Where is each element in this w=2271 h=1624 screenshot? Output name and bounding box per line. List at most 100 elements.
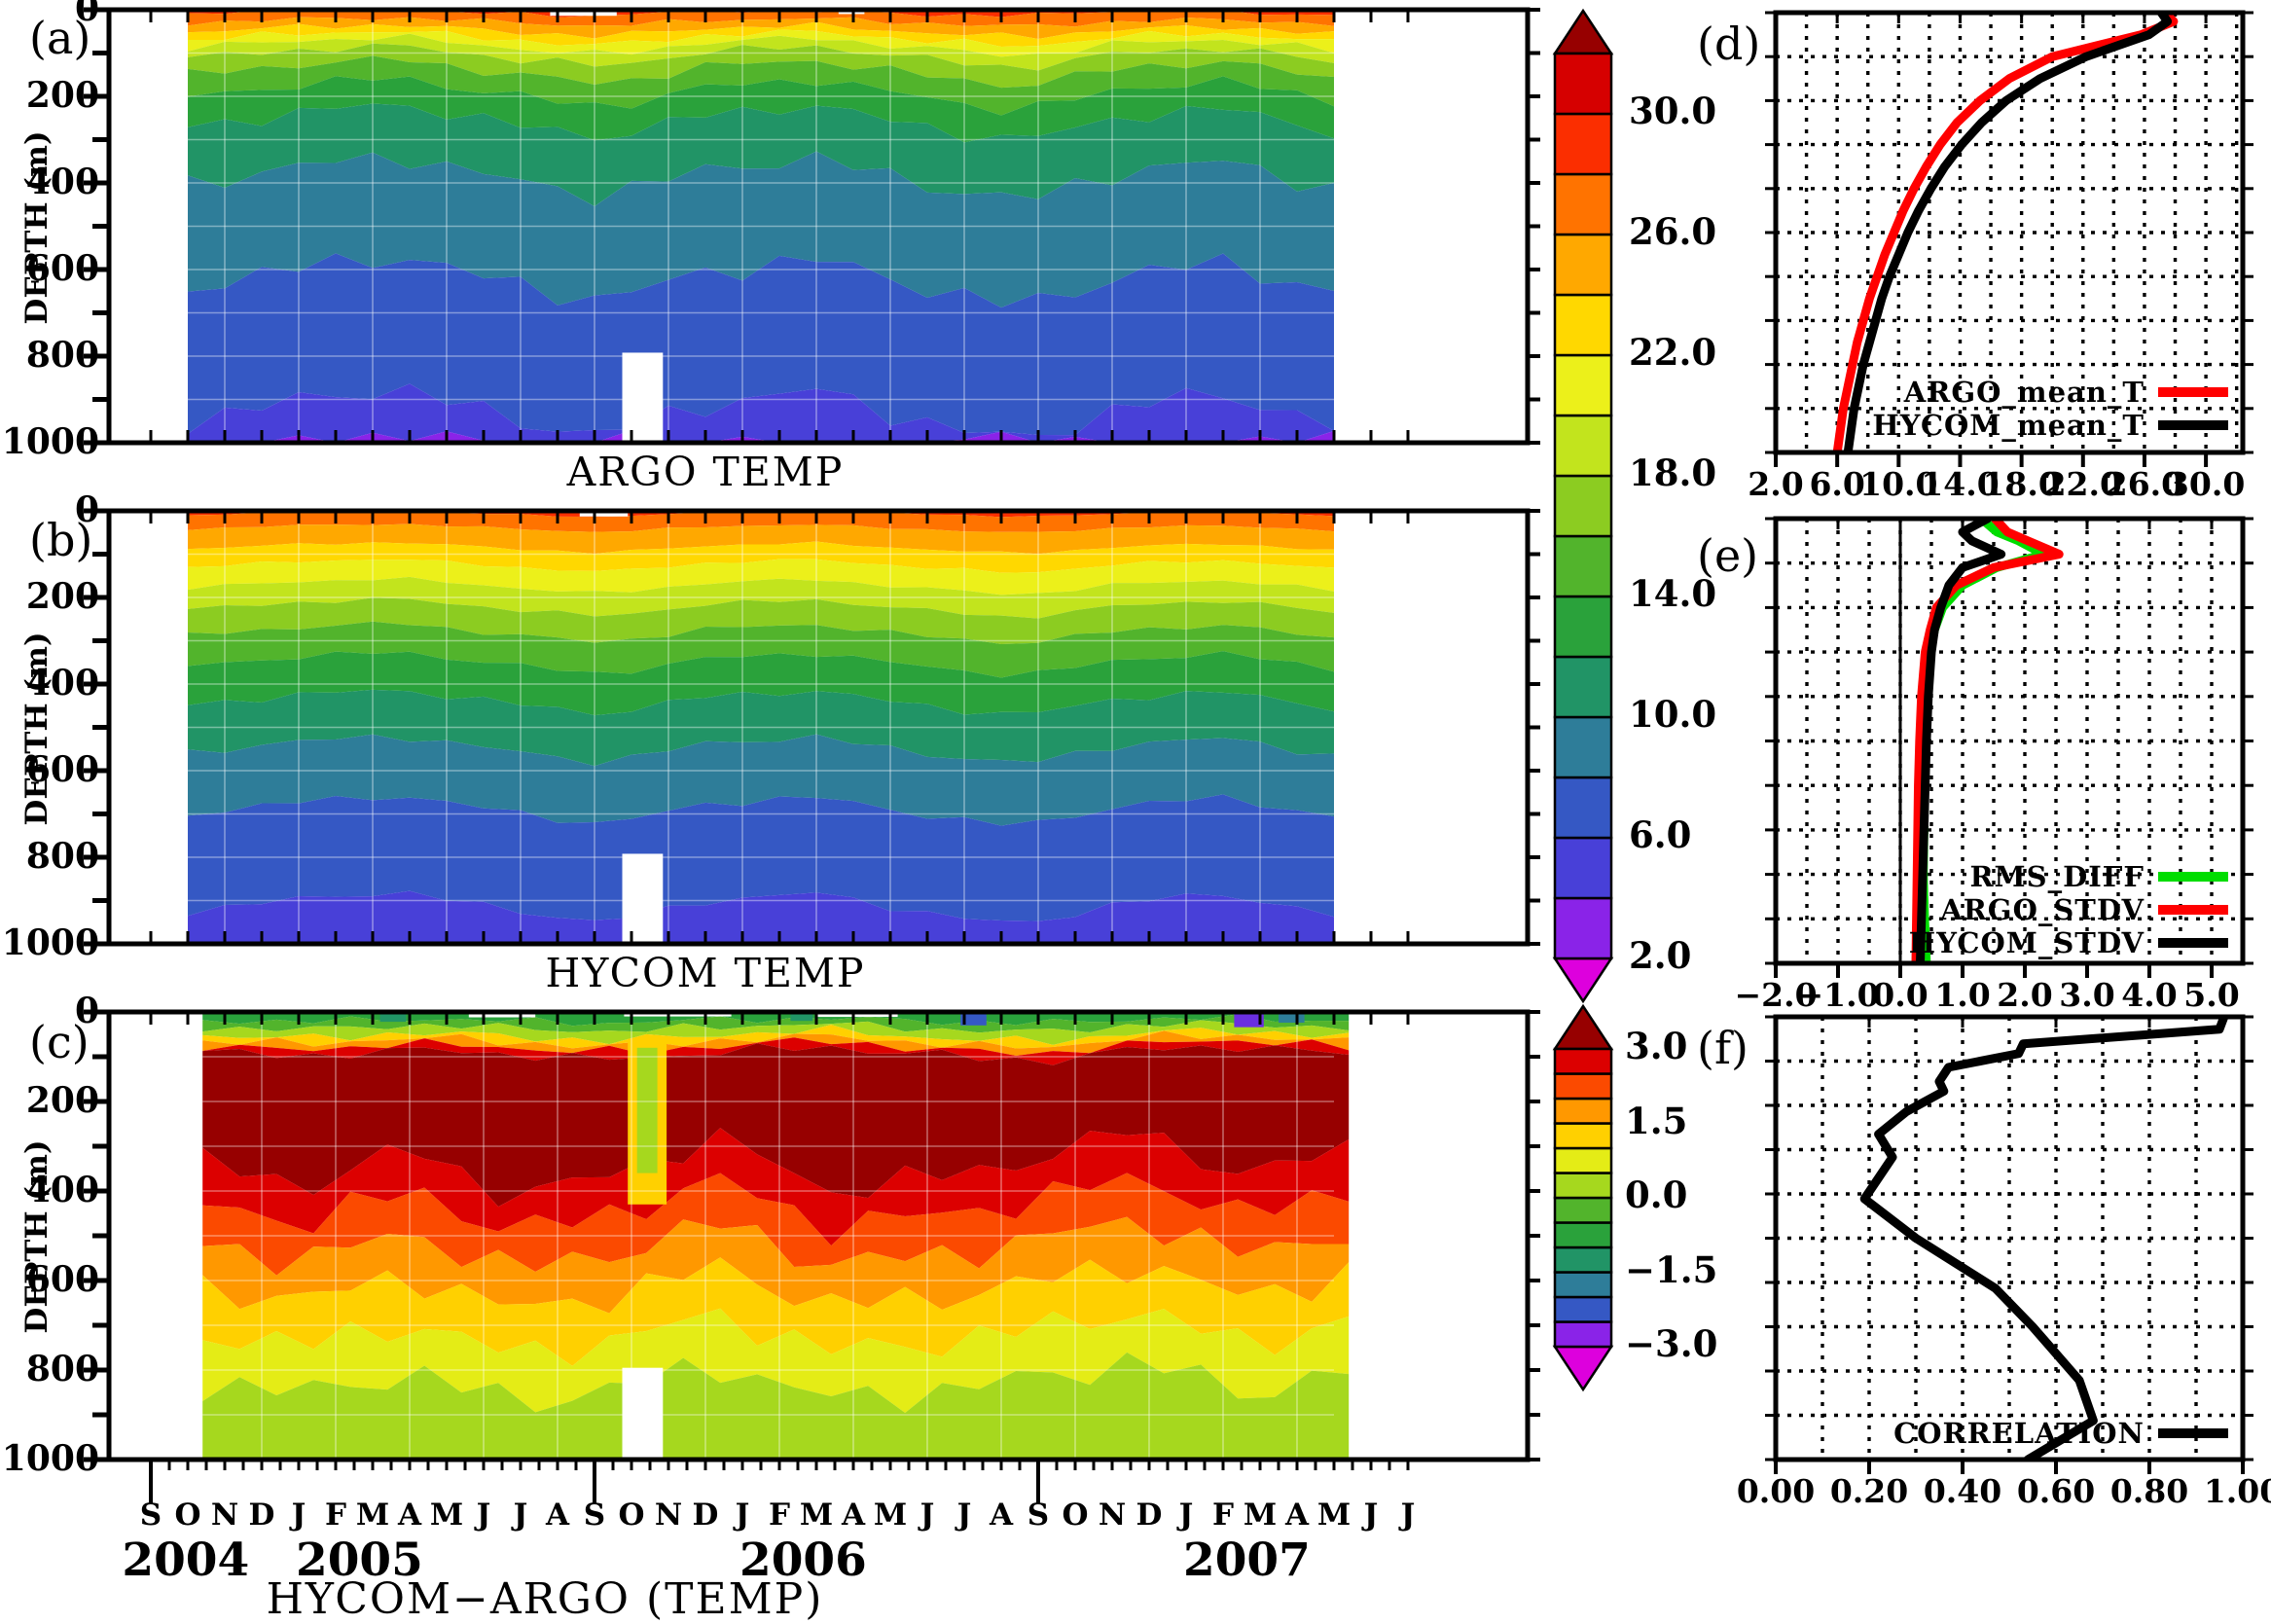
month-tick-label: A xyxy=(545,1498,570,1533)
x-tick-label-f: 0.80 xyxy=(2109,1472,2189,1510)
colorbar-temp-label: 22.0 xyxy=(1629,331,1717,374)
colorbar-diff-label: −3.0 xyxy=(1625,1322,1718,1365)
depth-tick-label: 1000 xyxy=(1,1438,99,1479)
x-tick-label-f: 1.00 xyxy=(2203,1472,2271,1510)
colorbar-temp-label: 18.0 xyxy=(1629,451,1717,494)
legend-swatch-red-line xyxy=(2158,387,2228,397)
colorbar-diff-label: 1.5 xyxy=(1625,1099,1688,1142)
panel-letter-d: (d) xyxy=(1697,18,1761,70)
month-tick-label: F xyxy=(1211,1498,1234,1533)
month-tick-label: S xyxy=(139,1498,162,1533)
depth-tick-label: 400 xyxy=(25,162,99,202)
legend-panel-e: RMS_DIFF ARGO_STDV HYCOM_STDV xyxy=(1878,860,2228,959)
month-tick-label: S xyxy=(583,1498,606,1533)
x-tick-label-d: 30.0 xyxy=(2166,465,2246,503)
x-tick-label-e: −1.0 xyxy=(1796,976,1880,1014)
colorbar-temp-label: 10.0 xyxy=(1629,693,1717,736)
month-tick-label: N xyxy=(210,1498,239,1533)
legend-label-argo-stdv: ARGO_STDV xyxy=(1940,893,2145,926)
legend-item: ARGO_STDV xyxy=(1940,893,2228,926)
x-tick-label-d: 26.0 xyxy=(2105,465,2184,503)
month-tick-label: J xyxy=(919,1498,935,1533)
x-tick-label-e: 5.0 xyxy=(2183,976,2240,1014)
year-label: 2007 xyxy=(1183,1534,1311,1587)
month-tick-label: D xyxy=(248,1498,275,1533)
month-tick-label: J xyxy=(513,1498,528,1533)
legend-item: RMS_DIFF xyxy=(1969,860,2228,893)
month-tick-label: J xyxy=(1363,1498,1379,1533)
month-tick-label: M xyxy=(355,1498,390,1533)
y-axis-label-a: DEPTH (m) xyxy=(19,130,54,325)
x-tick-label-f: 0.00 xyxy=(1736,1472,1816,1510)
legend-panel-d: ARGO_mean_T HYCOM_mean_T xyxy=(1872,376,2228,442)
x-tick-label-d: 22.0 xyxy=(2043,465,2122,503)
depth-tick-label: 800 xyxy=(25,836,99,877)
x-tick-label-e: 3.0 xyxy=(2059,976,2115,1014)
x-tick-label-d: 18.0 xyxy=(1982,465,2061,503)
panel-letter-a: (a) xyxy=(29,12,91,64)
month-tick-label: M xyxy=(1316,1498,1352,1533)
month-tick-label: M xyxy=(873,1498,908,1533)
x-tick-label-d: 6.0 xyxy=(1809,465,1865,503)
month-tick-label: F xyxy=(324,1498,346,1533)
month-tick-label: O xyxy=(618,1498,645,1533)
year-label: 2004 xyxy=(122,1534,250,1587)
month-tick-label: J xyxy=(956,1498,972,1533)
month-tick-label: M xyxy=(799,1498,834,1533)
month-tick-label: A xyxy=(841,1498,866,1533)
x-tick-label-e: 4.0 xyxy=(2121,976,2178,1014)
month-tick-label: J xyxy=(476,1498,491,1533)
depth-tick-label: 400 xyxy=(25,663,99,704)
legend-swatch-green-line xyxy=(2158,872,2228,882)
depth-tick-label: 1000 xyxy=(1,421,99,462)
title-argo-temp: ARGO TEMP xyxy=(566,449,845,495)
colorbar-diff-label: 3.0 xyxy=(1625,1025,1688,1067)
month-tick-label: D xyxy=(692,1498,719,1533)
y-axis-label-c: DEPTH (m) xyxy=(19,1139,54,1334)
year-label: 2006 xyxy=(739,1534,867,1587)
colorbar-diff-label: −1.5 xyxy=(1625,1247,1718,1291)
legend-swatch-black-line xyxy=(2158,1428,2228,1438)
x-tick-label-d: 2.0 xyxy=(1748,465,1804,503)
depth-tick-label: 1000 xyxy=(1,922,99,963)
month-tick-label: S xyxy=(1027,1498,1050,1533)
month-tick-label: M xyxy=(429,1498,464,1533)
x-tick-label-e: −2.0 xyxy=(1734,976,1818,1014)
month-tick-label: A xyxy=(1284,1498,1310,1533)
legend-swatch-red-line xyxy=(2158,905,2228,915)
y-axis-label-b: DEPTH (m) xyxy=(19,632,54,826)
colorbar-diff-label: 0.0 xyxy=(1625,1173,1688,1216)
x-tick-label-e: 1.0 xyxy=(1934,976,1991,1014)
depth-tick-label: 0 xyxy=(74,489,99,530)
legend-label-hycom-mean: HYCOM_mean_T xyxy=(1872,409,2145,442)
depth-tick-label: 200 xyxy=(25,75,99,116)
legend-item: HYCOM_mean_T xyxy=(1872,409,2228,442)
x-tick-label-d: 14.0 xyxy=(1921,465,2000,503)
month-tick-label: N xyxy=(654,1498,683,1533)
month-tick-label: O xyxy=(174,1498,201,1533)
depth-tick-label: 0 xyxy=(74,0,99,29)
depth-tick-label: 800 xyxy=(25,335,99,376)
depth-tick-label: 200 xyxy=(25,576,99,617)
legend-label-correlation: CORRELATION xyxy=(1893,1417,2145,1450)
month-tick-label: M xyxy=(1243,1498,1278,1533)
x-tick-label-e: 0.0 xyxy=(1872,976,1929,1014)
legend-swatch-black-line xyxy=(2158,938,2228,948)
month-tick-label: J xyxy=(1400,1498,1416,1533)
x-tick-label-f: 0.40 xyxy=(1923,1472,2002,1510)
month-tick-label: O xyxy=(1062,1498,1089,1533)
panel-letter-f: (f) xyxy=(1697,1022,1748,1074)
legend-item: CORRELATION xyxy=(1893,1417,2228,1450)
depth-tick-label: 0 xyxy=(74,991,99,1031)
depth-tick-label: 600 xyxy=(25,248,99,289)
title-hycom-minus-argo: HYCOM−ARGO (TEMP) xyxy=(266,1574,824,1624)
colorbar-temp-label: 26.0 xyxy=(1629,210,1717,253)
month-tick-label: A xyxy=(397,1498,422,1533)
x-tick-label-e: 2.0 xyxy=(1997,976,2053,1014)
depth-tick-label: 800 xyxy=(25,1349,99,1389)
panel-letter-e: (e) xyxy=(1697,529,1759,582)
colorbar-temp-label: 14.0 xyxy=(1629,572,1717,615)
depth-tick-label: 400 xyxy=(25,1170,99,1210)
